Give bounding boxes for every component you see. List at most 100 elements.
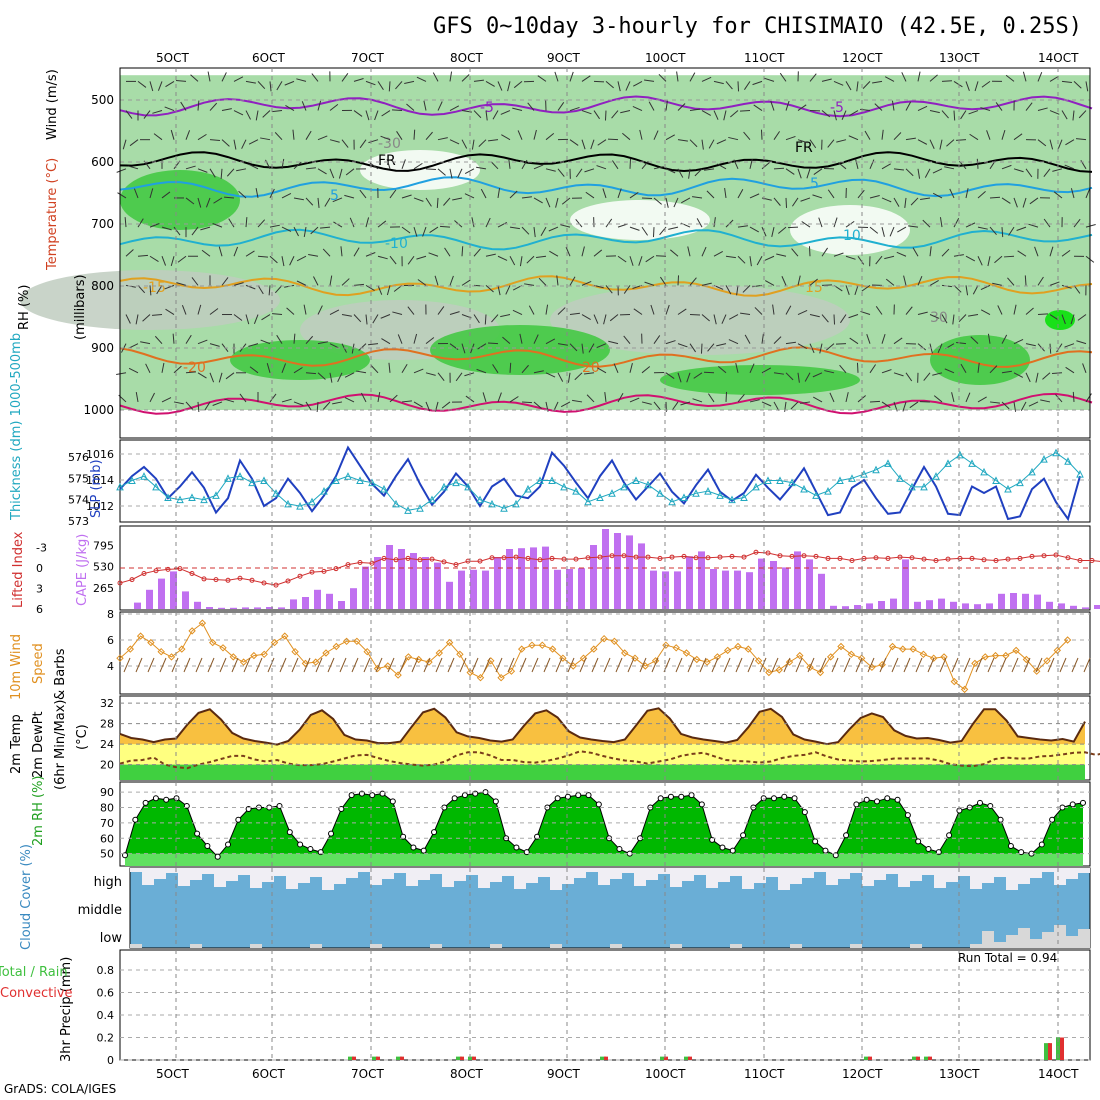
slp-tick: 1012 <box>86 500 114 513</box>
rh-point <box>925 846 932 853</box>
wind-barb <box>533 334 539 344</box>
wind-speed-point <box>1053 646 1062 655</box>
wind-barb <box>665 100 668 111</box>
li-point <box>525 555 531 561</box>
wind-barb <box>437 306 445 315</box>
wind-barb <box>909 401 919 409</box>
rh-point <box>142 799 149 806</box>
wind-barb <box>1070 188 1075 199</box>
wind-barb <box>285 104 295 111</box>
wind-barb <box>401 400 412 403</box>
wind-barb <box>653 130 659 140</box>
wind-barb <box>665 197 669 208</box>
wind-barb <box>826 343 835 351</box>
wind-barb <box>381 110 391 117</box>
wind-barb <box>841 110 847 120</box>
cape-bar <box>842 606 849 609</box>
wind-barb <box>620 110 631 114</box>
li-point <box>801 553 807 559</box>
cloud-high-bar <box>682 868 694 881</box>
thickness-point <box>920 482 928 491</box>
wind-speed-point <box>517 645 526 653</box>
wind-speed-point <box>1012 646 1020 655</box>
cloud-high-bar <box>778 868 790 890</box>
wind-barb <box>143 110 151 119</box>
wind-barb <box>221 72 227 82</box>
wind-barb <box>1025 307 1034 315</box>
wind-barb <box>977 396 987 403</box>
wind-barb <box>329 309 340 315</box>
wind-barb <box>241 139 247 149</box>
cloud-low-bar <box>1018 928 1030 948</box>
wind-barb <box>1064 164 1075 170</box>
wind-barb <box>1055 394 1063 403</box>
wind-barb <box>960 363 967 374</box>
wind-speed-point <box>373 664 382 673</box>
wind-speed-point <box>734 642 742 651</box>
cape-bar <box>614 533 621 609</box>
cape-bar <box>782 567 789 609</box>
cape-bar <box>158 578 165 609</box>
wind-barb <box>987 333 991 344</box>
wind-speed-point <box>167 653 176 661</box>
wind-barb <box>857 189 865 199</box>
wind-barb <box>845 392 849 403</box>
wind-speed-point <box>837 642 845 651</box>
cape-bar <box>1046 601 1053 609</box>
wind-barb <box>1017 250 1027 257</box>
thickness-point <box>704 487 712 495</box>
thickness-point <box>752 482 760 491</box>
wind-barb <box>380 314 391 319</box>
cloud-high-bar <box>334 868 346 884</box>
wind-barb <box>434 275 439 286</box>
wind-barb <box>545 304 549 315</box>
wind-barb <box>800 197 811 202</box>
wind-barb <box>281 192 292 199</box>
rh-point <box>431 829 438 836</box>
wind-barb <box>197 100 200 111</box>
wind-barb <box>701 76 712 82</box>
wind-barb <box>575 168 583 178</box>
wind-barb <box>752 80 763 86</box>
li-point <box>729 553 735 559</box>
wind-barb <box>1013 338 1024 345</box>
wind-barb <box>1064 343 1075 348</box>
wind-barb <box>897 226 907 233</box>
cape-bar <box>422 557 429 609</box>
x-tick-top: 11OCT <box>744 51 785 65</box>
precip-conv-bar <box>868 1056 872 1060</box>
wind-barb <box>123 657 131 673</box>
wind-barb <box>377 255 388 260</box>
wind-barb <box>696 218 703 228</box>
wind-barb <box>153 133 163 141</box>
wind-barb <box>1061 314 1066 325</box>
wind-barb <box>513 81 523 89</box>
rh-blob <box>570 200 710 240</box>
wind-barb <box>965 222 976 228</box>
cloud-high-bar <box>490 868 502 882</box>
wind-barb <box>1037 71 1043 82</box>
rh-point <box>894 796 901 803</box>
wind-barb <box>329 343 340 349</box>
precip-conv-bar <box>1048 1043 1052 1060</box>
wind-barb <box>905 137 916 141</box>
wind-barb <box>689 277 697 286</box>
cape-bar <box>314 589 321 609</box>
wind-barb <box>567 372 571 383</box>
wind-barb <box>749 193 760 199</box>
wind-speed-point <box>590 645 598 653</box>
slp-tick: 1014 <box>86 474 114 487</box>
wind-barb <box>644 281 655 286</box>
wind-barb <box>725 391 728 402</box>
wind-barb <box>281 398 292 403</box>
wind-barb <box>807 657 815 673</box>
wind-barb <box>1029 197 1039 205</box>
wind-barb <box>764 77 775 82</box>
cloud-high-bar <box>454 868 466 881</box>
wind-barb <box>1072 391 1075 402</box>
wind-barb <box>701 110 711 116</box>
cloud-low-bar <box>1006 935 1018 948</box>
wind-barb <box>317 168 327 175</box>
